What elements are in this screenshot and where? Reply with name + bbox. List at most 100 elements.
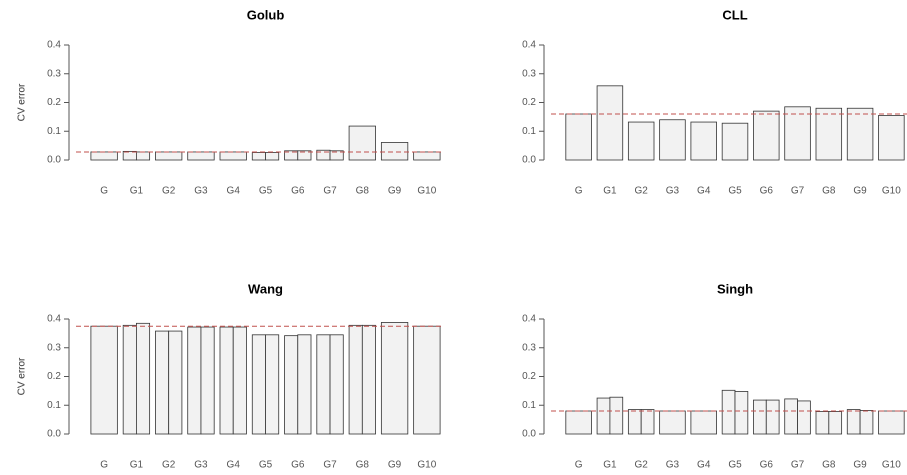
bar-g10 — [878, 115, 905, 161]
chart-title: CLL — [722, 7, 747, 22]
panel-singh: Singh 0.0 0.1 0.2 0.3 0.4 CV error G G1 G2 G3 G4 G5 G… — [17, 281, 907, 471]
y-tick-label: 0.4 — [522, 40, 536, 51]
x-tick-label: G1 — [130, 460, 144, 471]
bar-g — [90, 151, 118, 161]
bar-g4 — [219, 326, 234, 435]
x-tick-label: G4 — [697, 460, 711, 471]
x-tick-label: G10 — [417, 460, 436, 471]
y-tick-label: 0.1 — [47, 126, 61, 137]
x-tick-label: G7 — [791, 186, 805, 197]
bar-g6 — [765, 399, 780, 435]
bar-g — [565, 113, 592, 161]
x-tick-label: G5 — [728, 460, 742, 471]
bar-g8 — [348, 324, 363, 435]
bar-g9 — [859, 410, 874, 435]
bar-g2 — [155, 330, 170, 435]
bar-g1 — [122, 150, 137, 161]
bar-g5 — [734, 391, 749, 435]
bar-g6 — [284, 335, 299, 435]
y-tick-label: 0.3 — [522, 342, 536, 353]
y-tick-label: 0.3 — [522, 68, 536, 79]
chart-title: Golub — [247, 7, 285, 22]
bar-g7 — [329, 334, 344, 435]
bar-g5 — [251, 152, 266, 161]
x-tick-label: G5 — [259, 460, 273, 471]
x-tick-label: G6 — [760, 460, 774, 471]
x-tick-label: G1 — [603, 460, 617, 471]
x-tick-label: G10 — [882, 186, 901, 197]
x-tick-label: G8 — [822, 460, 836, 471]
x-tick-label: G1 — [603, 186, 617, 197]
y-tick-label: 0.2 — [47, 97, 61, 108]
y-axis-label: CV error — [17, 357, 28, 395]
y-tick-label: 0.2 — [522, 97, 536, 108]
panel-golub: Golub 0.0 0.1 0.2 0.3 0.4 CV error G G1 G2 G3 G4 G5 G… — [17, 7, 443, 197]
bar-g2 — [155, 151, 183, 161]
y-axis-label: CV error — [17, 83, 28, 121]
bar-g5 — [721, 389, 736, 435]
y-tick-label: 0.2 — [47, 371, 61, 382]
bar-g8 — [815, 107, 843, 161]
y-tick-label: 0.0 — [47, 429, 61, 440]
y-tick-label: 0.1 — [522, 400, 536, 411]
x-tick-label: G8 — [356, 186, 370, 197]
bar-g9 — [380, 142, 409, 161]
bar-g4 — [690, 410, 717, 435]
bar-g — [565, 410, 592, 435]
bar-g9 — [380, 322, 409, 435]
bar-g4 — [219, 151, 247, 161]
y-tick-label: 0.1 — [47, 400, 61, 411]
bar-g8 — [348, 125, 376, 161]
x-tick-label: G — [575, 186, 583, 197]
x-tick-label: G6 — [291, 186, 305, 197]
bar-g2 — [627, 121, 655, 161]
chart-title: Wang — [248, 281, 283, 296]
x-tick-label: G9 — [388, 460, 402, 471]
x-tick-label: G3 — [194, 460, 208, 471]
y-tick-label: 0.4 — [47, 40, 61, 51]
x-tick-label: G3 — [666, 186, 680, 197]
x-tick-label: G4 — [227, 186, 241, 197]
y-tick-label: 0.0 — [47, 155, 61, 166]
x-tick-label: G6 — [760, 186, 774, 197]
x-tick-label: G — [575, 460, 583, 471]
x-tick-label: G7 — [323, 186, 337, 197]
bar-g4 — [232, 326, 247, 435]
bar-g9 — [846, 107, 874, 161]
bar-g1 — [596, 85, 624, 161]
bar-g7 — [329, 150, 344, 161]
x-tick-label: G3 — [666, 460, 680, 471]
x-tick-label: G7 — [791, 460, 805, 471]
x-tick-label: G3 — [194, 186, 208, 197]
bar-g7 — [784, 398, 798, 435]
bar-g3 — [659, 119, 686, 161]
x-tick-label: G6 — [291, 460, 305, 471]
y-tick-label: 0.4 — [47, 314, 61, 325]
bar-g1 — [609, 396, 624, 435]
chart-title: Singh — [717, 281, 753, 296]
x-tick-label: G10 — [417, 186, 436, 197]
x-tick-label: G4 — [697, 186, 711, 197]
bar-g6 — [753, 110, 780, 161]
bar-g2 — [640, 409, 655, 435]
bar-g9 — [846, 409, 861, 435]
x-tick-label: G — [100, 186, 108, 197]
bar-g1 — [136, 151, 151, 161]
x-tick-label: G5 — [728, 186, 742, 197]
bar-g7 — [784, 106, 811, 161]
bar-g8 — [361, 324, 376, 435]
bar-g3 — [187, 151, 215, 161]
bar-g10 — [413, 151, 441, 161]
y-tick-label: 0.0 — [522, 429, 536, 440]
x-tick-label: G5 — [259, 186, 273, 197]
y-tick-label: 0.3 — [47, 342, 61, 353]
bar-g7 — [797, 400, 811, 435]
bar-g1 — [136, 322, 151, 435]
x-tick-label: G8 — [356, 460, 370, 471]
x-tick-label: G9 — [853, 186, 867, 197]
bar-g3 — [187, 326, 202, 435]
bar-g1 — [122, 324, 137, 435]
bar-g3 — [659, 410, 686, 435]
